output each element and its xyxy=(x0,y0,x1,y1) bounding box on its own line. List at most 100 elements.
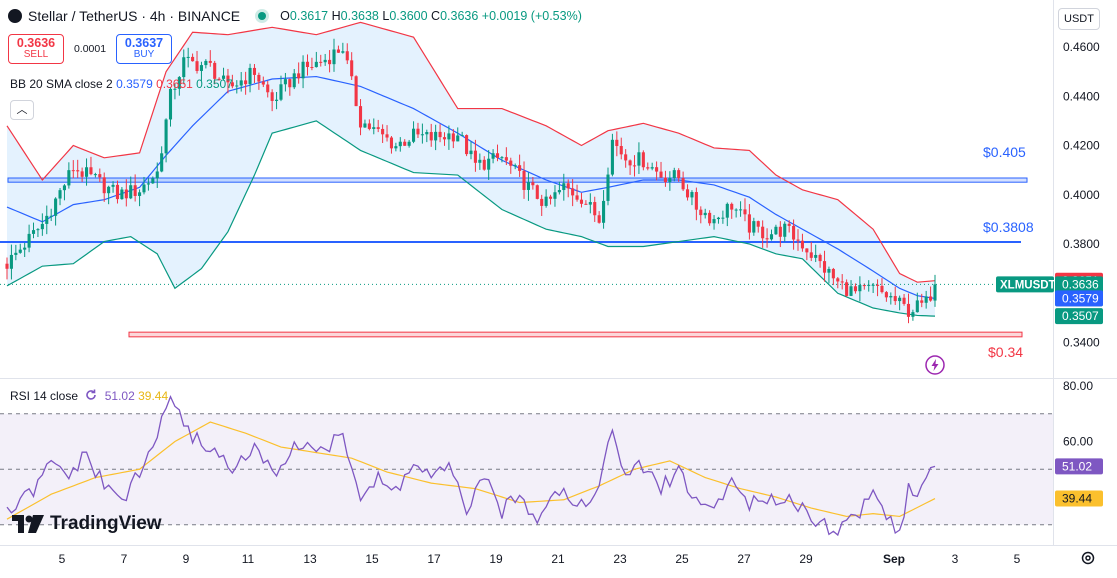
time-tick-label: 29 xyxy=(799,552,813,566)
candle-body xyxy=(403,141,407,146)
candle-body xyxy=(641,152,645,168)
candle-body xyxy=(62,185,66,191)
candle-body xyxy=(217,78,221,80)
candle-body xyxy=(796,239,800,241)
candle-body xyxy=(412,128,416,142)
candle-body xyxy=(160,153,164,172)
candle-body xyxy=(394,146,398,149)
candle-body xyxy=(257,74,261,82)
sell-price: 0.3636 xyxy=(16,36,56,50)
symbol-title[interactable]: Stellar / TetherUS · 4h · BINANCE xyxy=(28,8,241,24)
buy-label: BUY xyxy=(133,49,155,61)
candle-body xyxy=(420,134,424,136)
candle-body xyxy=(571,188,575,196)
bb-legend[interactable]: BB 20 SMA close 2 0.3579 0.3651 0.3507 xyxy=(10,77,233,91)
rsi-legend[interactable]: RSI 14 close 51.02 39.44 xyxy=(10,388,168,403)
candle-body xyxy=(924,296,928,303)
candle-body xyxy=(460,135,464,137)
candle-body xyxy=(487,158,491,170)
candle-body xyxy=(120,189,124,200)
candle-body xyxy=(588,202,592,205)
candle-body xyxy=(208,60,212,63)
candle-body xyxy=(221,75,226,79)
candle-body xyxy=(805,248,809,253)
candle-body xyxy=(40,223,44,230)
tradingview-logo[interactable]: TradingView xyxy=(12,513,162,535)
collapse-legend-button[interactable]: ︿ xyxy=(10,100,34,120)
currency-selector[interactable]: USDT xyxy=(1058,8,1100,30)
candle-body xyxy=(734,209,738,211)
candle-body xyxy=(800,240,804,249)
candle-body xyxy=(129,185,133,199)
candle-body xyxy=(884,292,888,298)
candle-body xyxy=(76,170,80,172)
candle-body xyxy=(562,183,566,191)
candle-body xyxy=(628,160,632,166)
candle-body xyxy=(708,212,712,224)
candle-body xyxy=(495,153,500,158)
candle-body xyxy=(266,84,270,93)
candle-body xyxy=(310,67,314,69)
candle-body xyxy=(146,183,150,185)
candle-body xyxy=(840,281,844,283)
rsi-ma-tag-bg xyxy=(1055,490,1103,507)
candle-body xyxy=(478,159,482,163)
candle-body xyxy=(615,139,619,147)
candle-body xyxy=(920,300,924,303)
price-tick-label: 0.4400 xyxy=(1063,89,1100,103)
gear-icon[interactable] xyxy=(1080,550,1096,566)
candle-body xyxy=(332,49,336,65)
candle-body xyxy=(407,141,411,146)
candle-body xyxy=(774,226,778,235)
level-label-0: $0.405 xyxy=(983,144,1026,160)
candle-body xyxy=(288,79,292,88)
candle-body xyxy=(36,229,40,231)
time-tick-label: 25 xyxy=(675,552,689,566)
candle-body xyxy=(239,80,243,86)
candle-body xyxy=(575,195,579,200)
candle-body xyxy=(535,185,539,199)
chart-header: Stellar / TetherUS · 4h · BINANCE O0.361… xyxy=(8,8,582,24)
rsi-line xyxy=(6,394,936,537)
bb-lower-value: 0.3507 xyxy=(196,77,233,91)
candle-body xyxy=(151,178,155,184)
candle-body xyxy=(283,79,287,85)
rsi-value-tag-bg xyxy=(1055,458,1103,475)
lightning-icon[interactable] xyxy=(924,354,946,376)
candle-body xyxy=(182,57,186,78)
rsi-ma-tag: 39.44 xyxy=(1062,492,1092,506)
symbol-tag: XLMUSDT xyxy=(1000,279,1056,291)
candle-body xyxy=(381,128,385,135)
candle-body xyxy=(659,171,663,178)
high-label: H xyxy=(331,9,341,23)
candle-body xyxy=(862,285,866,287)
price-tick-label: 0.4000 xyxy=(1063,188,1100,202)
candle-body xyxy=(301,61,305,79)
time-tick-label: 21 xyxy=(551,552,565,566)
candle-body xyxy=(765,238,769,240)
candle-body xyxy=(244,80,248,85)
candle-body xyxy=(531,182,535,186)
candle-body xyxy=(49,215,53,217)
time-tick-label: 5 xyxy=(1014,552,1021,566)
sell-button[interactable]: 0.3636 SELL xyxy=(8,34,64,64)
price-tick-label: 0.3400 xyxy=(1063,336,1100,350)
candle-body xyxy=(792,225,796,240)
candle-body xyxy=(465,135,469,155)
candle-body xyxy=(778,226,782,237)
spread-value: 0.0001 xyxy=(73,43,107,55)
candle-body xyxy=(14,252,18,255)
buy-button[interactable]: 0.3637 BUY xyxy=(116,34,172,64)
candle-body xyxy=(624,154,628,161)
bb-lower-line xyxy=(6,120,936,317)
level-label-2: $0.34 xyxy=(988,344,1023,360)
candle-body xyxy=(124,189,128,199)
candle-body xyxy=(367,123,371,129)
candle-body xyxy=(867,284,871,286)
candle-body xyxy=(553,192,557,199)
candle-body xyxy=(548,196,553,199)
buy-price: 0.3637 xyxy=(124,36,164,50)
candle-body xyxy=(752,221,756,233)
candle-body xyxy=(226,75,230,83)
